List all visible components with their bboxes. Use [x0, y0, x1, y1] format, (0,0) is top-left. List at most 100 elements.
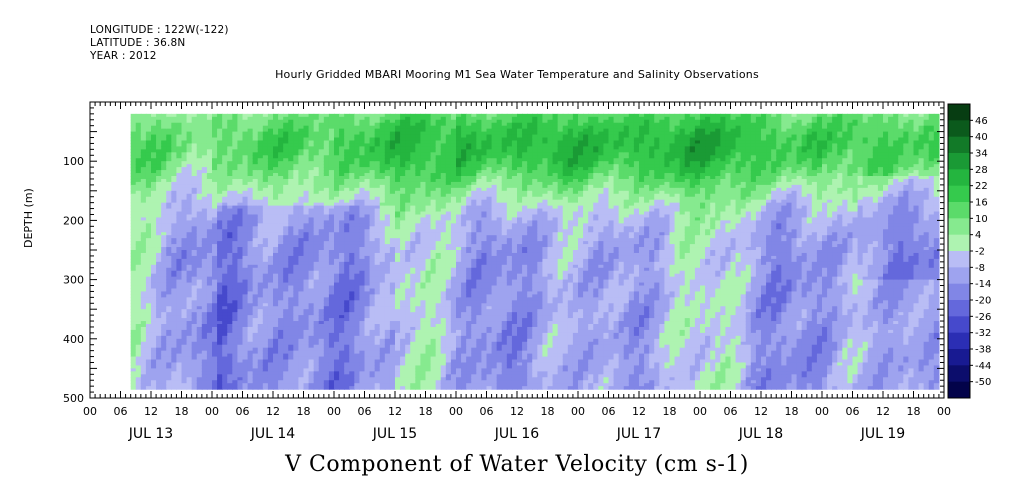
heatmap-cell	[247, 332, 254, 337]
heatmap-cell	[283, 226, 289, 230]
heatmap-cell	[283, 217, 289, 221]
heatmap-cell	[135, 341, 142, 346]
heatmap-cell	[359, 386, 366, 390]
heatmap-cell	[156, 285, 162, 290]
heatmap-cell	[217, 344, 223, 349]
heatmap-cell	[267, 353, 274, 358]
heatmap-cell	[232, 140, 239, 145]
heatmap-cell	[196, 341, 203, 346]
heatmap-cell	[140, 196, 147, 201]
heatmap-cell	[196, 241, 203, 245]
heatmap-cell	[222, 158, 228, 162]
heatmap-cell	[278, 291, 284, 295]
heatmap-cell	[212, 353, 218, 358]
heatmap-cell	[201, 324, 208, 328]
heatmap-cell	[145, 306, 152, 310]
heatmap-cell	[161, 128, 167, 133]
heatmap-cell	[156, 176, 162, 180]
heatmap-cell	[217, 365, 223, 369]
heatmap-cell	[217, 241, 223, 245]
heatmap-cell	[186, 167, 193, 171]
heatmap-cell	[278, 134, 284, 139]
heatmap-cell	[145, 315, 152, 319]
heatmap-cell	[242, 264, 249, 269]
heatmap-cell	[186, 356, 193, 361]
heatmap-cell	[222, 338, 228, 343]
heatmap-cell	[151, 202, 157, 207]
heatmap-cell	[171, 371, 178, 375]
heatmap-cell	[161, 264, 167, 269]
heatmap-cell	[191, 211, 198, 216]
heatmap-cell	[288, 270, 294, 275]
heatmap-cell	[288, 181, 294, 186]
heatmap-cell	[267, 122, 274, 127]
heatmap-cell	[257, 264, 264, 269]
heatmap-cell	[222, 380, 228, 384]
heatmap-cell	[196, 306, 203, 310]
heatmap-cell	[135, 122, 142, 127]
heatmap-cell	[161, 113, 167, 118]
heatmap-cell	[186, 297, 193, 301]
heatmap-cell	[140, 178, 147, 183]
heatmap-cell	[222, 335, 228, 340]
heatmap-cell	[227, 208, 233, 213]
heatmap-cell	[135, 244, 142, 248]
heatmap-cell	[186, 149, 193, 153]
heatmap-cell	[267, 294, 274, 298]
heatmap-cell	[176, 297, 183, 301]
heatmap-cell	[237, 193, 244, 198]
heatmap-cell	[227, 134, 233, 139]
heatmap-cell	[156, 359, 162, 364]
heatmap-cell	[145, 235, 152, 239]
heatmap-cell	[267, 140, 274, 145]
heatmap-cell	[222, 318, 228, 322]
heatmap-cell	[140, 250, 147, 254]
heatmap-cell	[151, 306, 157, 310]
heatmap-cell	[212, 312, 218, 316]
heatmap-cell	[201, 131, 208, 136]
heatmap-cell	[262, 241, 269, 245]
heatmap-cell	[196, 258, 203, 263]
heatmap-cell	[267, 223, 274, 227]
heatmap-cell	[262, 383, 269, 387]
heatmap-cell	[196, 131, 203, 136]
heatmap-cell	[166, 383, 172, 387]
heatmap-cell	[186, 326, 193, 331]
heatmap-cell	[176, 377, 183, 381]
heatmap-cell	[257, 161, 264, 165]
heatmap-cell	[354, 386, 361, 390]
heatmap-cell	[273, 202, 279, 207]
heatmap-cell	[257, 214, 264, 219]
heatmap-cell	[222, 386, 228, 390]
heatmap-cell	[191, 128, 198, 133]
heatmap-cell	[191, 146, 198, 150]
heatmap-cell	[257, 116, 264, 121]
heatmap-cell	[273, 158, 279, 162]
heatmap-cell	[156, 205, 162, 210]
heatmap-cell	[242, 176, 249, 180]
heatmap-cell	[237, 167, 244, 171]
heatmap-cell	[237, 119, 244, 124]
heatmap-cell	[212, 125, 218, 130]
heatmap-cell	[257, 380, 264, 384]
heatmap-cell	[191, 116, 198, 121]
heatmap-cell	[227, 181, 233, 186]
heatmap-cell	[130, 155, 137, 159]
heatmap-cell	[130, 312, 137, 316]
heatmap-cell	[212, 285, 218, 290]
heatmap-cell	[166, 217, 172, 221]
heatmap-cell	[166, 149, 172, 153]
heatmap-cell	[222, 119, 228, 124]
heatmap-cell	[252, 261, 259, 266]
heatmap-cell	[252, 116, 259, 121]
heatmap-cell	[237, 288, 244, 293]
heatmap-cell	[166, 359, 172, 364]
heatmap-cell	[288, 238, 294, 242]
heatmap-cell	[171, 326, 178, 331]
heatmap-cell	[151, 332, 157, 337]
heatmap-cell	[161, 252, 167, 257]
heatmap-cell	[135, 252, 142, 257]
heatmap-cell	[166, 128, 172, 133]
heatmap-cell	[135, 258, 142, 263]
heatmap-cell	[252, 300, 259, 304]
